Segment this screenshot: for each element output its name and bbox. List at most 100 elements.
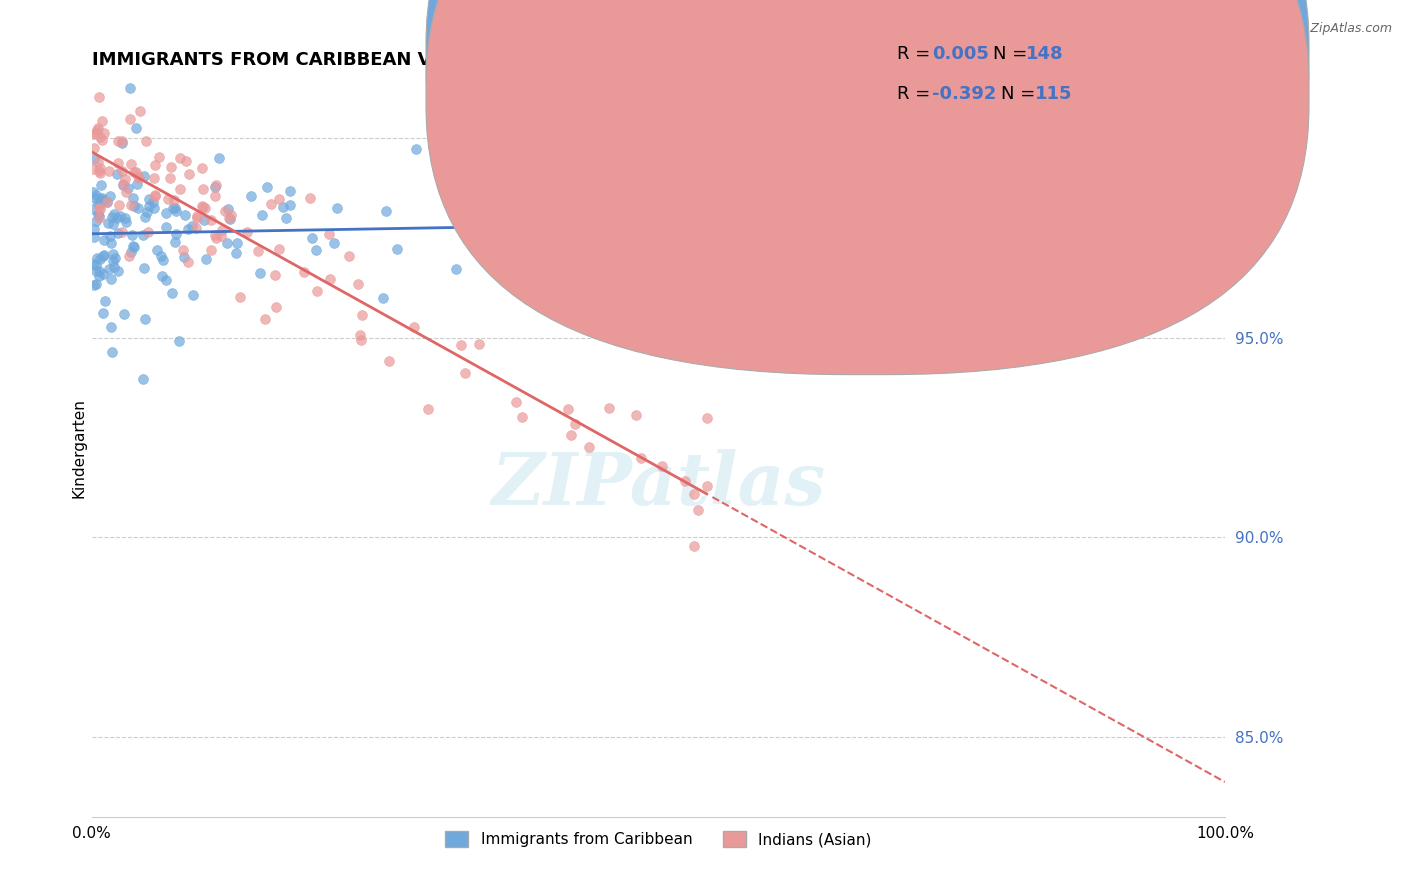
Point [651, 458, 673, 473]
Point [83, 222, 105, 236]
Point [127, 169, 149, 184]
Point [228, 290, 250, 304]
Point [93, 194, 115, 208]
Point [191, 199, 214, 213]
Point [93, 127, 115, 141]
Point [82, 257, 104, 271]
Point [83, 141, 105, 155]
Point [112, 178, 135, 193]
Point [779, 194, 801, 208]
Point [239, 189, 262, 203]
Point [770, 222, 793, 236]
Point [82, 202, 104, 217]
Point [322, 236, 344, 251]
Point [160, 161, 183, 175]
Point [120, 80, 142, 95]
Point [90, 114, 112, 128]
Y-axis label: Kindergarten: Kindergarten [72, 398, 86, 498]
Point [155, 273, 177, 287]
Point [513, 187, 536, 202]
Point [405, 142, 427, 156]
Point [823, 216, 845, 230]
Point [101, 210, 124, 224]
Point [987, 202, 1010, 216]
Point [89, 202, 111, 216]
Point [134, 312, 156, 326]
Point [152, 252, 174, 267]
Point [1157, 219, 1180, 234]
Text: N =: N = [993, 45, 1032, 62]
Point [256, 179, 278, 194]
Point [94, 293, 117, 308]
Point [630, 451, 652, 466]
Point [454, 366, 477, 380]
Point [90, 178, 112, 193]
Point [131, 372, 153, 386]
Point [107, 226, 129, 240]
Point [371, 291, 394, 305]
Text: IMMIGRANTS FROM CARIBBEAN VS INDIAN (ASIAN) KINDERGARTEN CORRELATION CHART: IMMIGRANTS FROM CARIBBEAN VS INDIAN (ASI… [91, 51, 993, 69]
Point [236, 225, 259, 239]
Point [160, 286, 183, 301]
Point [624, 408, 647, 422]
Point [165, 204, 187, 219]
Point [444, 261, 467, 276]
Point [200, 243, 222, 257]
Point [107, 134, 129, 148]
Point [931, 243, 953, 257]
Point [143, 158, 166, 172]
Point [117, 181, 139, 195]
Point [686, 503, 709, 517]
Point [97, 216, 120, 230]
Point [87, 154, 110, 169]
Point [673, 474, 696, 488]
Point [96, 194, 118, 209]
Point [100, 272, 122, 286]
Point [114, 172, 136, 186]
Point [564, 417, 586, 431]
Point [91, 268, 114, 282]
Point [93, 248, 115, 262]
Point [112, 177, 135, 191]
Point [326, 202, 349, 216]
Point [118, 249, 141, 263]
Point [319, 272, 342, 286]
Point [733, 141, 755, 155]
Point [89, 211, 111, 225]
Point [143, 188, 166, 202]
Point [87, 268, 110, 283]
Point [176, 154, 198, 169]
Point [97, 261, 120, 276]
Point [205, 231, 228, 245]
Point [172, 243, 194, 257]
Point [278, 198, 301, 212]
Point [91, 306, 114, 320]
Point [794, 216, 817, 230]
Point [173, 250, 195, 264]
Point [143, 171, 166, 186]
Point [194, 201, 217, 215]
Point [128, 171, 150, 186]
Point [267, 192, 290, 206]
Point [174, 208, 197, 222]
Point [115, 215, 138, 229]
Point [162, 201, 184, 215]
Point [98, 189, 121, 203]
Point [167, 334, 190, 349]
Point [127, 201, 149, 215]
Point [101, 247, 124, 261]
Point [318, 227, 340, 242]
Point [557, 401, 579, 416]
Point [100, 236, 122, 251]
Point [249, 266, 271, 280]
Text: R =: R = [897, 85, 936, 103]
Point [132, 227, 155, 242]
Point [159, 170, 181, 185]
Point [100, 228, 122, 243]
Point [267, 243, 290, 257]
Point [350, 308, 373, 322]
Point [84, 213, 107, 227]
Point [120, 112, 142, 127]
Point [193, 200, 215, 214]
Point [204, 178, 226, 193]
